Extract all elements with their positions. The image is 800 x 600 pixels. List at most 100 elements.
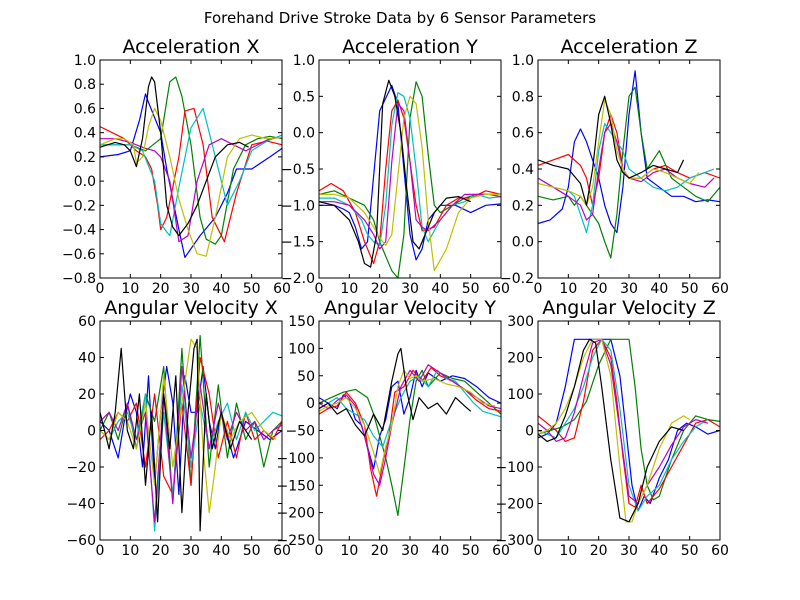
series-line-4 <box>538 338 709 512</box>
x-tick-label: 40 <box>431 543 449 559</box>
subplot-3: 0 10 20 30 40 50 60 −0.2 0.0 0.2 0.4 0.6 0.8 1.0 Accel… <box>500 36 729 297</box>
series-line-2 <box>538 86 720 259</box>
series-line-6 <box>319 369 496 475</box>
y-tick-label: 100 <box>507 387 534 403</box>
series-line-6 <box>100 338 277 514</box>
x-tick-label: 60 <box>711 543 729 559</box>
y-tick-label: −100 <box>496 460 534 476</box>
y-tick-label: 1.0 <box>293 53 315 69</box>
y-tick-label: −100 <box>277 451 315 467</box>
y-tick-label: 0.2 <box>74 150 96 166</box>
x-tick-label: 60 <box>273 543 291 559</box>
y-tick-label: −0.6 <box>62 247 96 263</box>
y-tick-label: 60 <box>78 314 96 330</box>
plot-background <box>319 321 501 540</box>
x-tick-label: 0 <box>96 543 105 559</box>
y-tick-label: 0.5 <box>293 89 315 105</box>
y-tick-label: −50 <box>285 424 315 440</box>
series-line-6 <box>100 107 282 257</box>
y-tick-label: −2.0 <box>281 271 315 287</box>
plot-background <box>100 60 282 278</box>
y-tick-label: 0 <box>525 424 534 440</box>
x-tick-label: 0 <box>534 281 543 297</box>
series-line-5 <box>538 338 709 505</box>
series-line-7 <box>538 95 685 206</box>
x-tick-label: 50 <box>243 543 261 559</box>
y-tick-label: 300 <box>507 314 534 330</box>
series-line-1 <box>538 338 720 512</box>
subplot-title: Angular Velocity Y <box>324 297 496 319</box>
y-tick-label: −40 <box>66 497 96 513</box>
x-tick-label: 50 <box>681 543 699 559</box>
y-tick-label: 1.0 <box>512 53 534 69</box>
x-tick-label: 50 <box>243 281 261 297</box>
series-group <box>538 338 720 523</box>
y-tick-label: 1.0 <box>74 53 96 69</box>
series-line-7 <box>100 76 249 237</box>
series-group <box>100 335 282 532</box>
y-tick-label: 0.4 <box>512 162 534 178</box>
x-tick-label: 50 <box>681 281 699 297</box>
x-tick-label: 40 <box>650 281 668 297</box>
series-line-1 <box>538 70 720 234</box>
series-line-1 <box>100 366 282 495</box>
y-tick-label: 0.4 <box>74 126 96 142</box>
subplot-5: 0 10 20 30 40 50 60 −250 −200 −150 −100 −50 0 50 100 15… <box>277 297 510 559</box>
series-line-6 <box>538 99 700 206</box>
subplot-2: 0 10 20 30 40 50 60 −2.0 −1.5 −1.0 −0.5 0.0 0.5 1.0 Ac… <box>281 36 510 297</box>
series-line-3 <box>319 99 501 265</box>
series-line-4 <box>100 107 282 237</box>
subplot-title: Angular Velocity Z <box>542 297 716 319</box>
y-tick-label: −0.8 <box>62 271 96 287</box>
y-tick-label: −0.2 <box>62 198 96 214</box>
y-tick-label: −0.5 <box>281 162 315 178</box>
subplot-4: 0 10 20 30 40 50 60 −60 −40 −20 0 20 40 60 Angular Vel… <box>66 297 290 559</box>
x-tick-label: 50 <box>462 281 480 297</box>
x-tick-label: 30 <box>182 281 200 297</box>
x-tick-label: 10 <box>559 543 577 559</box>
figure-title: Forehand Drive Stroke Data by 6 Sensor P… <box>204 9 596 27</box>
x-tick-label: 40 <box>431 281 449 297</box>
x-tick-label: 60 <box>492 543 510 559</box>
x-tick-label: 20 <box>371 281 389 297</box>
x-tick-label: 60 <box>273 281 291 297</box>
y-tick-label: −60 <box>66 533 96 549</box>
y-tick-label: 0.6 <box>74 101 96 117</box>
y-tick-label: 0.0 <box>512 235 534 251</box>
x-tick-label: 10 <box>121 281 139 297</box>
x-tick-label: 10 <box>121 543 139 559</box>
y-tick-label: 50 <box>297 369 315 385</box>
x-tick-label: 40 <box>212 281 230 297</box>
y-tick-label: −0.2 <box>500 271 534 287</box>
x-tick-label: 10 <box>559 281 577 297</box>
x-tick-label: 20 <box>152 281 170 297</box>
x-tick-label: 40 <box>212 543 230 559</box>
y-tick-label: 40 <box>78 351 96 367</box>
y-tick-label: 0.2 <box>512 198 534 214</box>
x-tick-label: 0 <box>96 281 105 297</box>
x-tick-label: 60 <box>711 281 729 297</box>
series-line-7 <box>100 338 253 532</box>
series-line-2 <box>319 369 501 517</box>
series-group <box>319 347 501 517</box>
series-line-6 <box>538 338 691 523</box>
x-tick-label: 30 <box>620 543 638 559</box>
x-tick-label: 10 <box>340 281 358 297</box>
series-line-4 <box>319 92 501 246</box>
x-tick-label: 20 <box>152 543 170 559</box>
y-tick-label: 0.0 <box>293 126 315 142</box>
series-line-6 <box>319 95 501 272</box>
y-tick-label: 20 <box>78 387 96 403</box>
subplot-6: 0 10 20 30 40 50 60 −300 −200 −100 0 100 200 300 Angul… <box>496 297 729 559</box>
series-line-4 <box>538 122 715 234</box>
x-tick-label: 0 <box>534 543 543 559</box>
y-tick-label: 0 <box>87 424 96 440</box>
subplot-title: Acceleration Y <box>342 36 478 58</box>
y-tick-label: −200 <box>496 497 534 513</box>
x-tick-label: 10 <box>340 543 358 559</box>
series-line-7 <box>319 347 472 437</box>
series-line-7 <box>538 338 684 523</box>
x-tick-label: 50 <box>462 543 480 559</box>
